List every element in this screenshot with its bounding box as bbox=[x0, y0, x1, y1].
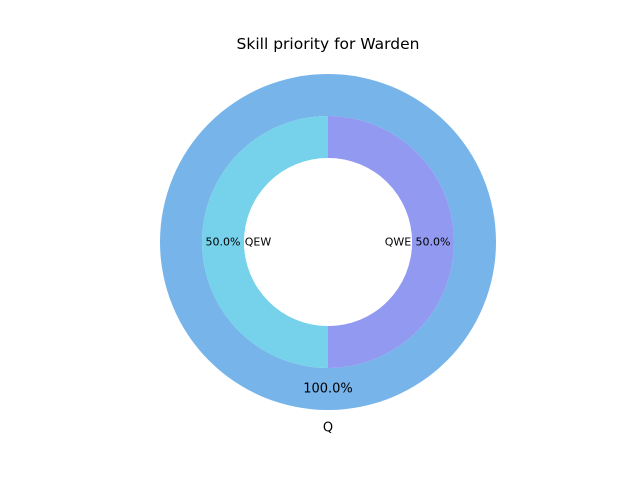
inner-slice-label-qew: QEW bbox=[245, 236, 272, 249]
inner-ring-slice-qwe bbox=[328, 116, 454, 368]
outer-pct-label-q: 100.0% bbox=[303, 382, 353, 397]
inner-ring-slice-qew bbox=[202, 116, 328, 368]
inner-pct-label-qew: 50.0% bbox=[206, 236, 241, 249]
outer-slice-label-q: Q bbox=[323, 421, 333, 436]
inner-pct-label-qwe: 50.0% bbox=[416, 236, 451, 249]
donut-center-hole bbox=[244, 158, 412, 326]
chart-title: Skill priority for Warden bbox=[236, 35, 420, 53]
inner-slice-label-qwe: QWE bbox=[385, 236, 412, 249]
